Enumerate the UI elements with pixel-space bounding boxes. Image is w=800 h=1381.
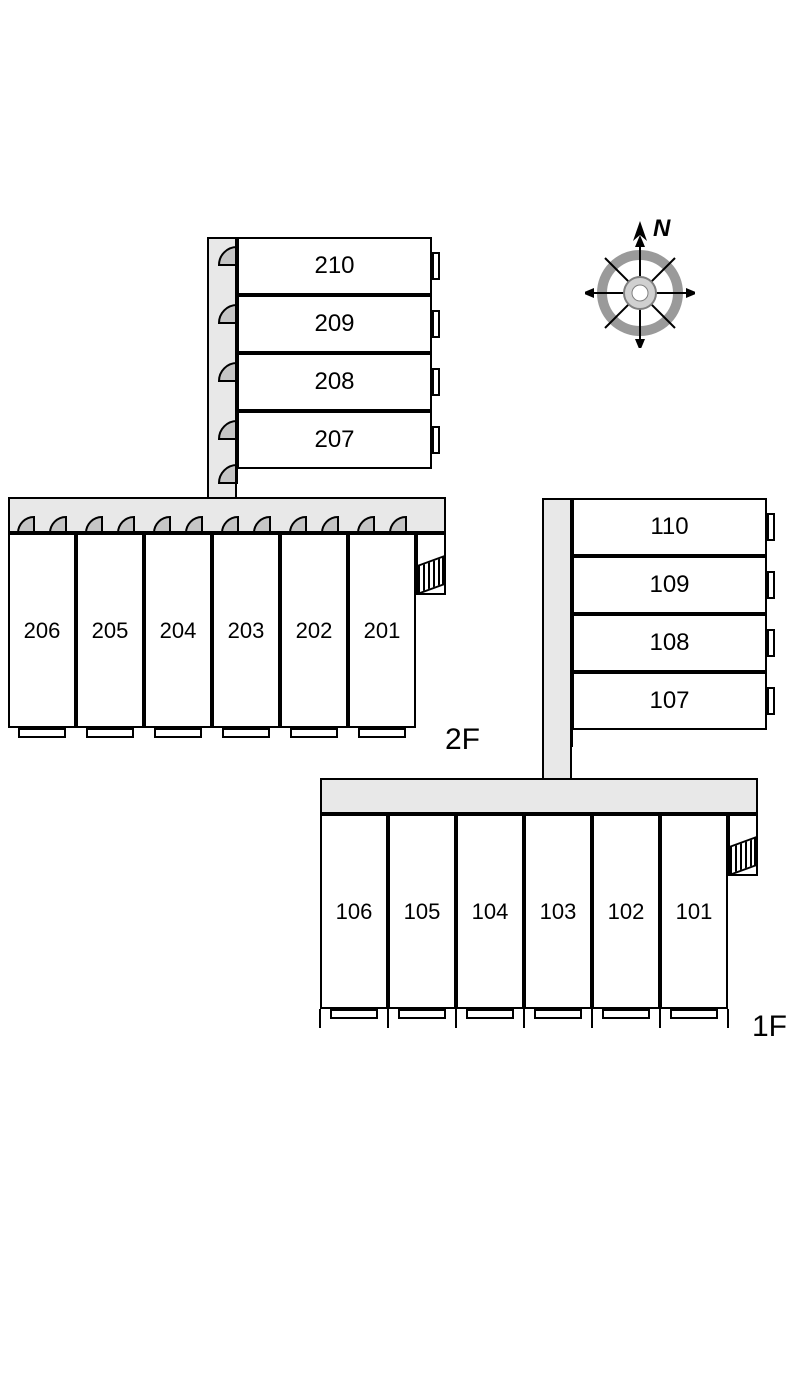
- window-tab: [767, 629, 775, 657]
- window-tab: [432, 252, 440, 280]
- floor-1-label: 1F: [752, 1010, 787, 1044]
- unit-103: 103: [524, 814, 592, 1009]
- window-tab: [432, 368, 440, 396]
- unit-label: 205: [92, 618, 129, 644]
- window-tab: [330, 1009, 378, 1019]
- unit-105: 105: [388, 814, 456, 1009]
- window-tab: [18, 728, 66, 738]
- unit-106: 106: [320, 814, 388, 1009]
- unit-107: 107: [572, 672, 767, 730]
- unit-109: 109: [572, 556, 767, 614]
- window-tab: [154, 728, 202, 738]
- unit-202: 202: [280, 533, 348, 728]
- unit-203: 203: [212, 533, 280, 728]
- unit-label: 109: [649, 571, 689, 599]
- unit-label: 210: [314, 252, 354, 280]
- window-tab: [767, 687, 775, 715]
- unit-205: 205: [76, 533, 144, 728]
- unit-label: 207: [314, 426, 354, 454]
- f1-vertical-corridor: [542, 498, 572, 814]
- unit-label: 204: [160, 618, 197, 644]
- window-tab: [222, 728, 270, 738]
- unit-label: 106: [336, 899, 373, 925]
- unit-label: 201: [364, 618, 401, 644]
- window-tab: [432, 426, 440, 454]
- unit-208: 208: [237, 353, 432, 411]
- unit-207: 207: [237, 411, 432, 469]
- unit-label: 110: [650, 513, 688, 541]
- unit-label: 103: [540, 899, 577, 925]
- f1-horizontal-corridor: [320, 778, 758, 814]
- unit-label: 209: [314, 310, 354, 338]
- compass-rose: N: [585, 218, 695, 348]
- floor-label-text: 2F: [445, 723, 480, 756]
- floor-label-text: 1F: [752, 1010, 787, 1043]
- window-tab: [398, 1009, 446, 1019]
- unit-label: 202: [296, 618, 333, 644]
- unit-102: 102: [592, 814, 660, 1009]
- compass-north-label: N: [653, 218, 671, 242]
- window-tab: [432, 310, 440, 338]
- window-tab: [466, 1009, 514, 1019]
- unit-104: 104: [456, 814, 524, 1009]
- unit-204: 204: [144, 533, 212, 728]
- floor-2-label: 2F: [445, 723, 480, 757]
- unit-label: 206: [24, 618, 61, 644]
- unit-label: 101: [676, 899, 713, 925]
- window-tab: [670, 1009, 718, 1019]
- unit-210: 210: [237, 237, 432, 295]
- unit-label: 102: [608, 899, 645, 925]
- unit-209: 209: [237, 295, 432, 353]
- unit-108: 108: [572, 614, 767, 672]
- window-tab: [602, 1009, 650, 1019]
- unit-201: 201: [348, 533, 416, 728]
- unit-label: 107: [649, 687, 689, 715]
- f2-horizontal-corridor: [8, 497, 446, 533]
- window-tab: [767, 513, 775, 541]
- window-tab: [534, 1009, 582, 1019]
- unit-110: 110: [572, 498, 767, 556]
- unit-206: 206: [8, 533, 76, 728]
- window-tab: [767, 571, 775, 599]
- unit-label: 203: [228, 618, 265, 644]
- unit-label: 104: [472, 899, 509, 925]
- unit-label: 108: [649, 629, 689, 657]
- f2-vertical-corridor: [207, 237, 237, 533]
- window-tab: [290, 728, 338, 738]
- window-tab: [358, 728, 406, 738]
- unit-label: 208: [314, 368, 354, 396]
- window-tab: [86, 728, 134, 738]
- unit-label: 105: [404, 899, 441, 925]
- unit-101: 101: [660, 814, 728, 1009]
